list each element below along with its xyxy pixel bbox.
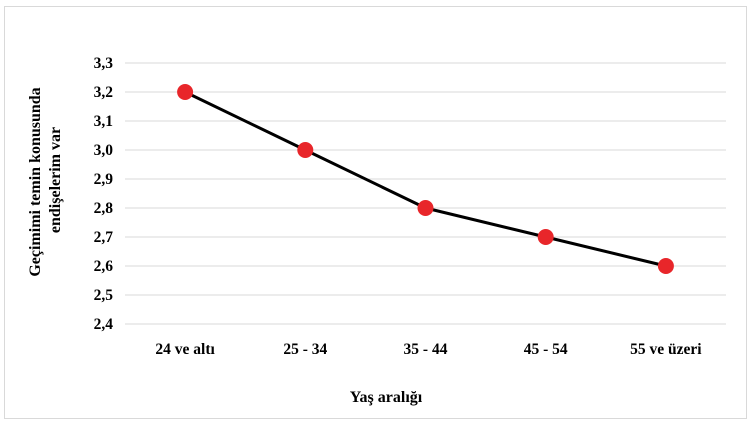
chart-frame — [4, 6, 747, 419]
y-tick-label: 3,0 — [94, 142, 114, 159]
x-tick-label: 24 ve altı — [155, 341, 215, 358]
x-tick-label: 45 - 54 — [524, 341, 568, 358]
series-markers — [177, 84, 674, 274]
y-tick-label: 2,6 — [94, 258, 114, 275]
x-tick-label: 25 - 34 — [283, 341, 327, 358]
gridlines — [125, 62, 726, 325]
y-axis-title-line-2: endişelerim var — [47, 127, 64, 233]
y-tick-label: 3,3 — [94, 55, 114, 72]
x-tick-label: 35 - 44 — [404, 341, 448, 358]
y-tick-label: 2,5 — [94, 287, 114, 304]
data-point — [297, 142, 314, 158]
data-point — [657, 258, 674, 274]
y-axis-title: Geçimimi temin konusunda endişelerim var — [27, 83, 64, 276]
y-tick-label: 2,4 — [94, 316, 114, 333]
y-tick-label: 3,2 — [94, 84, 114, 101]
data-point — [177, 84, 194, 100]
y-axis-title-line-1: Geçimimi temin konusunda — [27, 87, 44, 276]
y-tick-label: 2,7 — [94, 229, 114, 246]
data-point — [417, 200, 434, 216]
y-tick-label: 2,8 — [94, 200, 114, 217]
data-point — [537, 229, 554, 245]
x-tick-label: 55 ve üzeri — [630, 341, 702, 358]
y-tick-label: 2,9 — [94, 171, 114, 188]
x-axis-title: Yaş aralığı — [350, 389, 423, 406]
y-tick-labels: 2,4 2,5 2,6 2,7 2,8 2,9 3,0 3,1 3,2 3,3 — [94, 55, 114, 333]
x-tick-labels: 24 ve altı 25 - 34 35 - 44 45 - 54 55 ve üze… — [155, 341, 702, 358]
y-tick-label: 3,1 — [94, 113, 113, 130]
